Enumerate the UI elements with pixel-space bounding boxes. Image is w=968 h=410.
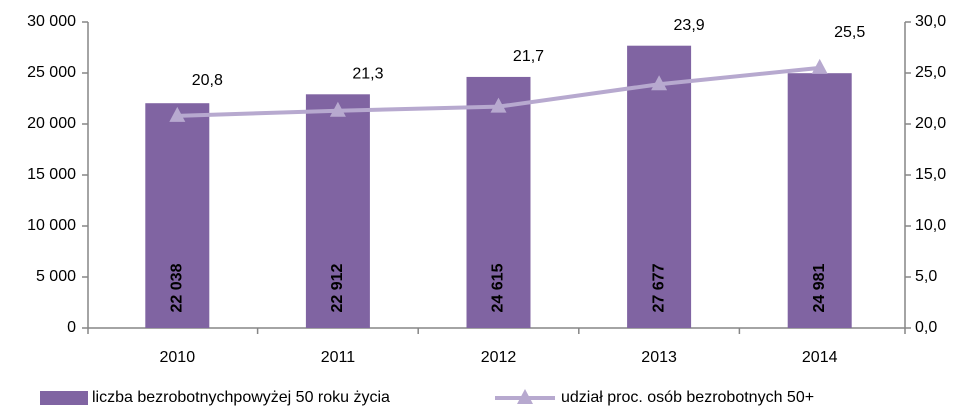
x-tick-label: 2013 xyxy=(641,349,677,366)
x-tick-label: 2014 xyxy=(802,349,838,366)
y-tick-label: 15 000 xyxy=(27,166,76,183)
bar xyxy=(787,73,852,328)
y-tick-label: 10 000 xyxy=(27,217,76,234)
bar xyxy=(305,94,370,328)
y2-tick-label: 5,0 xyxy=(915,268,937,285)
y2-tick-label: 15,0 xyxy=(915,166,946,183)
line-marker xyxy=(811,58,828,74)
bar xyxy=(145,103,210,328)
line-marker xyxy=(169,106,186,122)
x-tick-label: 2011 xyxy=(321,349,356,366)
y-tick-label: 25 000 xyxy=(27,64,76,81)
legend-swatch xyxy=(40,391,88,405)
line-value-label: 21,7 xyxy=(513,48,544,65)
y2-tick-label: 10,0 xyxy=(915,217,946,234)
y-tick-label: 0 xyxy=(67,319,76,336)
bar xyxy=(627,45,692,328)
bar-value-label: 24 615 xyxy=(490,263,507,312)
line-value-label: 21,3 xyxy=(352,66,383,83)
y-tick-label: 5 000 xyxy=(36,268,76,285)
line-marker xyxy=(329,101,346,117)
bar-value-label: 22 038 xyxy=(169,263,186,312)
legend-marker xyxy=(517,389,533,404)
line-marker xyxy=(651,75,668,91)
x-tick-label: 2010 xyxy=(160,349,196,366)
y-tick-label: 20 000 xyxy=(27,115,76,132)
line-marker xyxy=(490,97,507,113)
line-value-label: 25,5 xyxy=(834,24,865,41)
bar-value-label: 22 912 xyxy=(329,263,346,312)
y-tick-label: 30 000 xyxy=(27,13,76,30)
line-value-label: 23,9 xyxy=(674,17,705,34)
y2-tick-label: 30,0 xyxy=(915,13,946,30)
y2-tick-label: 20,0 xyxy=(915,115,946,132)
legend-label: udział proc. osób bezrobotnych 50+ xyxy=(561,389,814,406)
legend-label: liczba bezrobotnychpowyżej 50 roku życia xyxy=(92,389,390,406)
bar-value-label: 27 677 xyxy=(650,263,667,312)
y2-tick-label: 25,0 xyxy=(915,64,946,81)
line-value-label: 20,8 xyxy=(192,72,223,89)
bar xyxy=(466,76,531,328)
bar-value-label: 24 981 xyxy=(811,263,828,312)
x-tick-label: 2012 xyxy=(481,349,517,366)
y2-tick-label: 0,0 xyxy=(915,319,937,336)
